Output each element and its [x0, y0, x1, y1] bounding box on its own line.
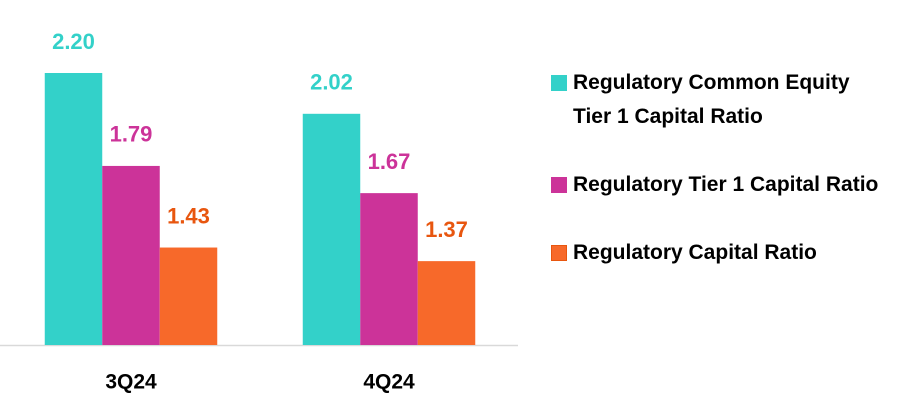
- value-label: 1.37: [425, 217, 468, 242]
- bar: [102, 165, 160, 345]
- bar: [302, 113, 361, 345]
- bar: [417, 261, 476, 345]
- x-tick-label: 3Q24: [105, 371, 157, 394]
- x-tick-label: 4Q24: [363, 371, 415, 394]
- legend-swatch: [551, 75, 567, 91]
- value-label: 2.20: [52, 29, 95, 54]
- legend-item: Regulatory Common Equity Tier 1 Capital …: [551, 66, 896, 134]
- legend-label: Regulatory Tier 1 Capital Ratio: [573, 173, 879, 196]
- value-label: 1.43: [167, 203, 210, 228]
- legend-label: Regulatory Capital Ratio: [573, 241, 817, 264]
- value-label: 1.67: [368, 149, 411, 174]
- legend-swatch: [551, 245, 567, 261]
- value-label: 1.79: [110, 122, 153, 147]
- bar: [159, 247, 218, 345]
- chart: 2.20 2.02 1.79 1.67 1.43 1.37 3Q24 4Q24: [0, 29, 518, 394]
- legend-item: Regulatory Capital Ratio: [551, 236, 896, 270]
- legend-item: Regulatory Tier 1 Capital Ratio: [551, 168, 896, 202]
- value-label: 2.02: [310, 70, 353, 95]
- legend: Regulatory Common Equity Tier 1 Capital …: [551, 66, 896, 304]
- legend-label: Regulatory Common Equity Tier 1 Capital …: [573, 71, 850, 128]
- bar: [44, 73, 103, 345]
- bar: [360, 193, 418, 345]
- legend-swatch: [551, 177, 567, 193]
